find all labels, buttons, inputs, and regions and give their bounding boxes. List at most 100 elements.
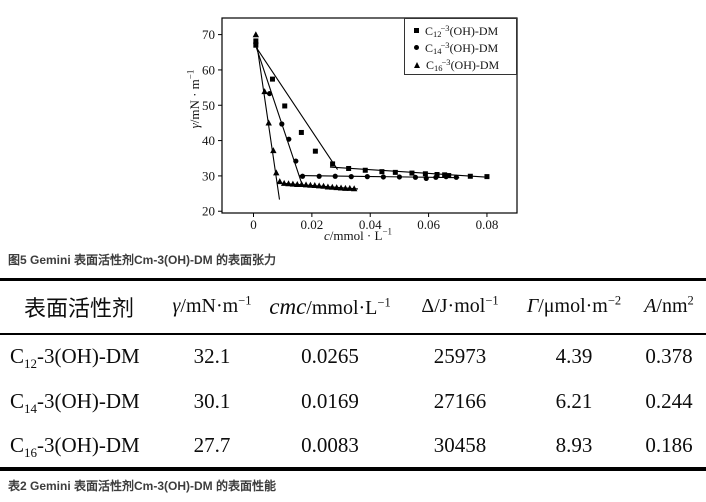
y-tick-label: 50 — [202, 98, 215, 113]
col-header-gamma-max: Γ/μmol·m−2 — [526, 293, 622, 318]
data-point — [324, 183, 332, 190]
cell-delta: 25973 — [433, 344, 487, 368]
x-tick-label: 0 — [250, 217, 257, 232]
data-point — [252, 31, 260, 38]
data-point — [332, 173, 338, 179]
cell-delta: 30458 — [433, 432, 487, 457]
data-point — [380, 174, 386, 180]
series-C14-3(OH)-DM — [253, 40, 460, 184]
surface-tension-chart: 0 0.02 0.04 0.06 0.08 20 30 40 50 60 70 — [202, 17, 518, 232]
data-point — [423, 175, 429, 181]
chart-legend: C12−3(OH)-DM C14−3(OH)-DM C16−3(OH)-DM — [404, 18, 517, 75]
y-tick-label: 60 — [202, 62, 215, 77]
data-point — [316, 173, 322, 179]
col-header-area: A/nm2 — [644, 293, 694, 318]
y-tick-label: 70 — [202, 27, 215, 42]
series-marker-icon — [414, 45, 419, 50]
data-point — [302, 181, 310, 188]
plot-frame — [221, 17, 518, 214]
data-point — [280, 179, 288, 186]
data-point — [279, 121, 285, 127]
legend-item: C14−3(OH)-DM — [405, 39, 516, 56]
data-point — [289, 180, 297, 187]
legend-label: C14−3(OH)-DM — [425, 39, 499, 56]
data-point — [409, 170, 415, 176]
cell-gamma: 32.1 — [193, 344, 231, 368]
x-tick-label: 0.06 — [417, 217, 440, 232]
data-point — [285, 180, 292, 187]
col-header-gamma: γ/mN·m−1 — [172, 293, 252, 318]
data-point — [446, 173, 452, 179]
series-C12-3(OH)-DM — [253, 38, 490, 180]
table-row: C16-3(OH)-DM 27.7 0.0083 30458 8.93 0.18… — [0, 424, 706, 469]
data-point — [392, 169, 398, 175]
cell-cmc: 0.0265 — [301, 344, 359, 368]
cell-gamma-max: 8.93 — [555, 432, 593, 457]
figure-caption: 图5 Gemini 表面活性剂Cm-3(OH)-DM 的表面张力 — [8, 253, 277, 267]
data-point — [350, 185, 358, 192]
data-point — [298, 180, 305, 187]
data-point — [484, 174, 490, 180]
data-point — [265, 119, 272, 126]
x-tick-label: 0.04 — [359, 217, 382, 232]
series-marker-icon — [414, 61, 420, 68]
x-axis-title: c/mmol · L−1 — [323, 226, 393, 243]
cell-gamma: 27.7 — [193, 432, 231, 457]
data-point — [379, 169, 385, 175]
data-point — [253, 40, 259, 46]
data-point — [348, 174, 354, 180]
data-point — [269, 76, 275, 82]
table-header-row: 表面活性剂 γ/mN·m−1 cmc/mmol·L−1 Δ/J·mol−1 Γ/… — [0, 280, 706, 334]
data-point — [320, 182, 327, 189]
cell-area: 0.186 — [645, 432, 693, 457]
cell-surfactant: C14-3(OH)-DM — [10, 388, 140, 416]
series-marker-icon — [414, 28, 419, 33]
cell-surfactant: C16-3(OH)-DM — [10, 432, 140, 460]
cell-area: 0.244 — [645, 388, 693, 413]
table-row: C12-3(OH)-DM 32.1 0.0265 25973 4.39 0.37… — [0, 334, 706, 379]
data-point — [293, 158, 299, 164]
data-point — [270, 147, 277, 154]
data-point — [298, 129, 304, 135]
y-tick-label: 20 — [202, 204, 215, 219]
cell-gamma: 30.1 — [193, 388, 231, 413]
data-point — [307, 181, 314, 188]
x-tick-label: 0.02 — [300, 217, 323, 232]
cell-surfactant: C12-3(OH)-DM — [10, 344, 140, 372]
data-point — [312, 148, 318, 154]
data-point — [412, 174, 419, 180]
data-point — [396, 174, 403, 180]
y-tick-label: 30 — [202, 168, 215, 183]
cell-cmc: 0.0083 — [301, 432, 359, 457]
data-point — [266, 90, 273, 97]
data-point — [346, 184, 354, 191]
table-caption: 表2 Gemini 表面活性剂Cm-3(OH)-DM 的表面性能 — [8, 479, 277, 493]
data-point — [333, 184, 340, 191]
cell-delta: 27166 — [433, 388, 487, 413]
col-header-cmc: cmc/mmol·L−1 — [269, 293, 391, 319]
data-point — [299, 173, 306, 179]
legend-label: C12−3(OH)-DM — [425, 22, 499, 39]
data-point — [273, 169, 280, 176]
data-point — [364, 174, 370, 180]
y-axis-title: γ/mN · m−1 — [185, 69, 202, 129]
data-point — [294, 180, 301, 187]
y-tick-label: 40 — [202, 133, 215, 148]
col-header-delta: Δ/J·mol−1 — [421, 293, 499, 318]
data-point — [276, 178, 283, 185]
data-point — [453, 174, 459, 180]
x-tick-label: 0.08 — [476, 217, 499, 232]
cell-gamma-max: 4.39 — [555, 344, 593, 368]
data-point — [329, 183, 336, 190]
data-point — [330, 161, 336, 167]
data-point — [346, 165, 352, 171]
legend-item: C16−3(OH)-DM — [405, 56, 516, 73]
data-point — [286, 136, 292, 142]
data-point — [337, 184, 345, 191]
cell-cmc: 0.0169 — [301, 388, 359, 413]
cell-area: 0.378 — [645, 344, 693, 368]
data-point — [282, 103, 288, 109]
data-point — [261, 88, 268, 95]
legend-item: C12−3(OH)-DM — [405, 22, 516, 39]
